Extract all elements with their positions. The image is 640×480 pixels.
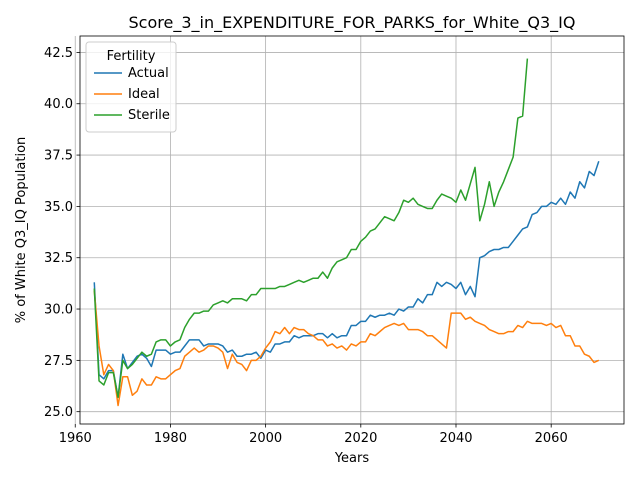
legend-frame (85, 41, 177, 133)
legend-label-ideal: Ideal (128, 87, 160, 102)
y-tick-label: 30.0 (44, 303, 73, 318)
legend-label-sterile: Sterile (128, 108, 170, 123)
y-tick-label: 42.5 (44, 46, 73, 61)
y-tick-label: 25.0 (44, 405, 73, 420)
y-tick-label: 37.5 (44, 149, 73, 164)
series-line-actual (93, 160, 600, 399)
legend-items: Actual Ideal Sterile (94, 66, 170, 123)
x-tick-label: 1960 (59, 431, 92, 446)
axes-frame (79, 35, 625, 425)
x-tick-label: 2060 (535, 431, 568, 446)
legend-title: Fertility (107, 49, 156, 64)
series-line-ideal (93, 290, 600, 407)
y-tick-label: 35.0 (44, 200, 73, 215)
legend: Fertility Actual Ideal Sterile (85, 41, 177, 133)
x-tick-label: 2040 (439, 431, 472, 446)
x-tick-label: 2020 (344, 431, 377, 446)
y-tick-label: 32.5 (44, 251, 73, 266)
y-axis-ticks: 25.0 27.5 30.0 32.5 35.0 37.5 40.0 42.5 (44, 46, 80, 420)
y-axis-label: % of White Q3_IQ Population (14, 137, 29, 324)
series-line-sterile (93, 58, 529, 399)
chart-title: Score_3_in_EXPENDITURE_FOR_PARKS_for_Whi… (129, 13, 576, 33)
grid (74, 36, 624, 424)
legend-label-actual: Actual (128, 66, 169, 81)
y-tick-label: 40.0 (44, 97, 73, 112)
series-lines (93, 58, 600, 407)
x-axis-ticks: 1960 1980 2000 2020 2040 2060 (59, 424, 568, 446)
x-tick-label: 2000 (249, 431, 282, 446)
x-tick-label: 1980 (154, 431, 187, 446)
y-tick-label: 27.5 (44, 354, 73, 369)
x-axis-label: Years (334, 451, 370, 466)
